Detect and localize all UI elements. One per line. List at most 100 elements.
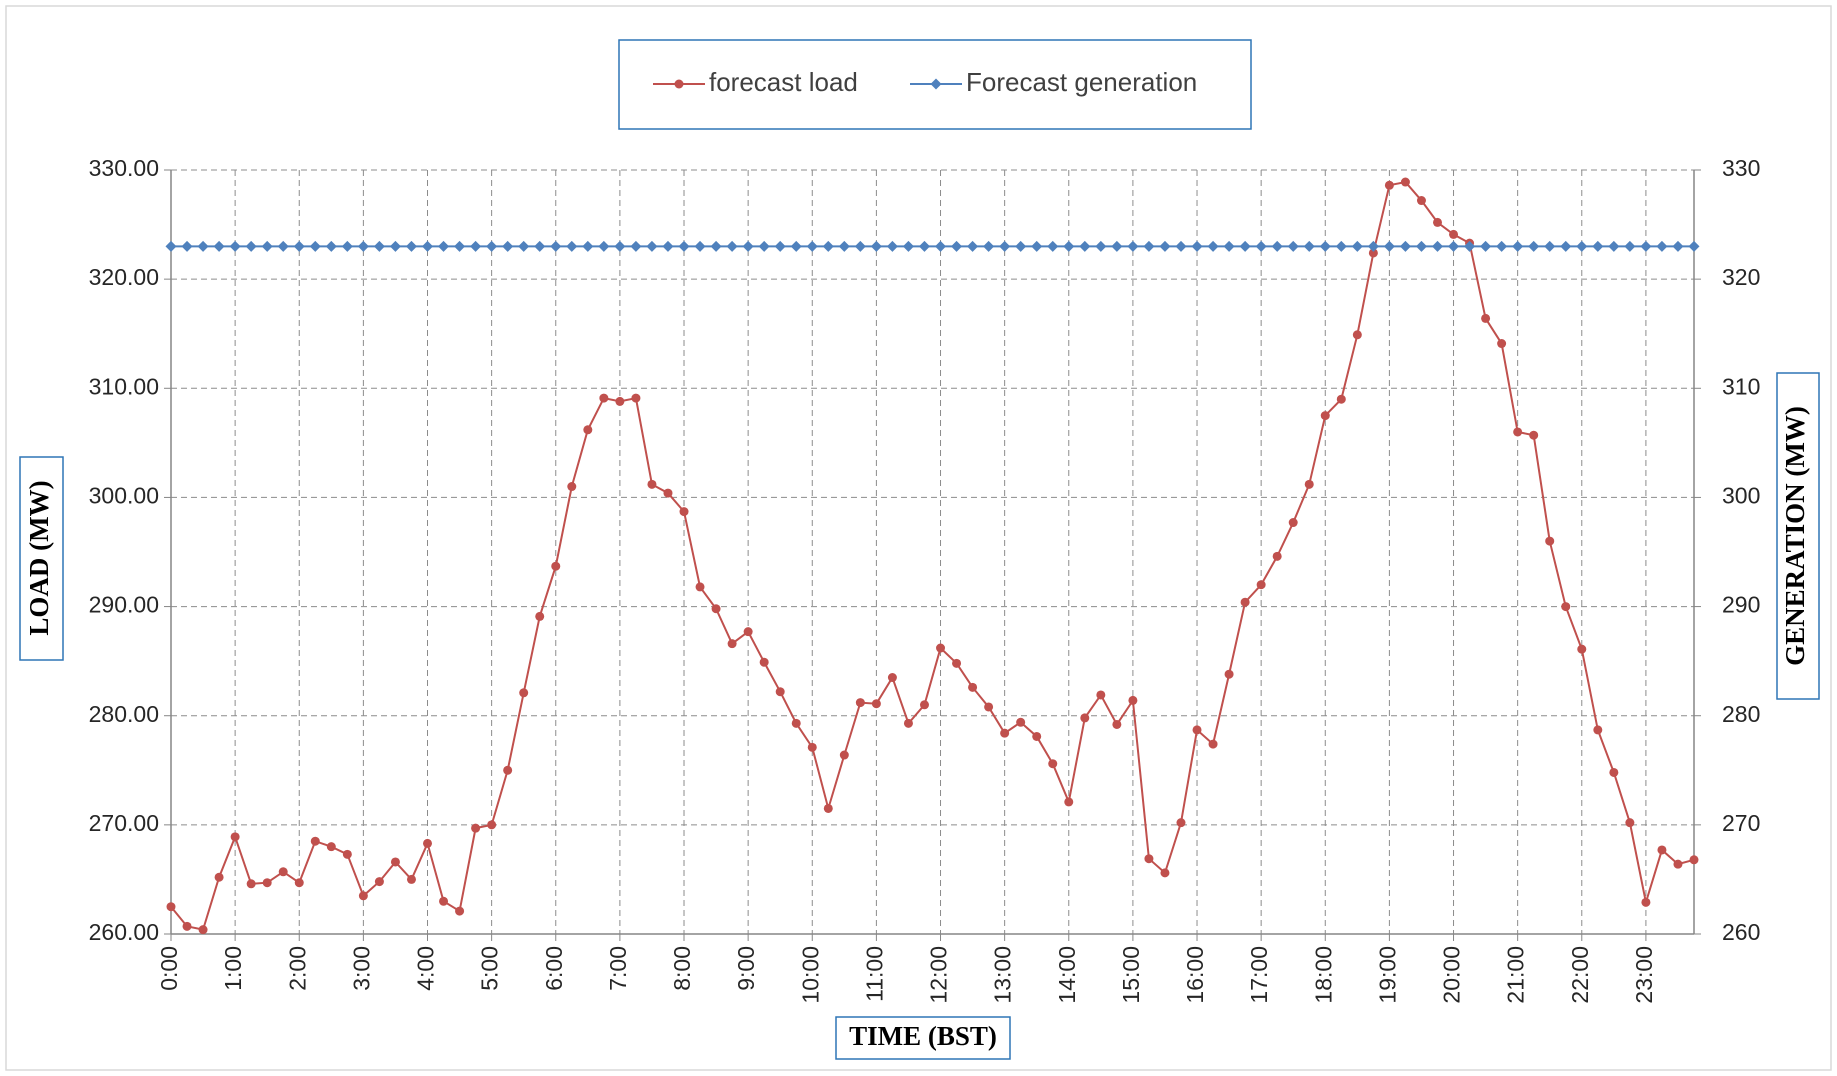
series-point — [1464, 240, 1476, 252]
series-point — [1513, 427, 1523, 437]
series-point — [1015, 240, 1027, 252]
series-point — [1032, 731, 1042, 741]
series-point — [438, 240, 450, 252]
series-point — [518, 240, 530, 252]
series-point — [1336, 394, 1346, 404]
x-axis-title: TIME (BST) — [849, 1021, 997, 1051]
series-point — [1561, 602, 1571, 612]
series-point — [1047, 240, 1059, 252]
series-point — [245, 240, 257, 252]
series-point — [406, 874, 416, 884]
x-tick-label: 12:00 — [926, 946, 952, 1004]
legend-marker — [674, 79, 684, 89]
series-point — [1031, 240, 1043, 252]
series-point — [1448, 240, 1460, 252]
series-point — [935, 240, 947, 252]
series-point — [936, 643, 946, 653]
series-point — [1159, 240, 1171, 252]
series-point — [534, 240, 546, 252]
series-point — [1063, 240, 1075, 252]
series-point — [229, 240, 241, 252]
series-point — [278, 867, 288, 877]
series-point — [214, 872, 224, 882]
y-tick-label: 330.00 — [89, 155, 159, 181]
series-point — [342, 849, 352, 859]
series-point — [262, 878, 272, 888]
series-point — [984, 702, 994, 712]
x-tick-label: 15:00 — [1118, 946, 1144, 1004]
x-tick-label: 3:00 — [348, 946, 374, 991]
series-point — [486, 240, 498, 252]
series-point — [246, 879, 256, 889]
y2-axis-title: GENERATION (MW) — [1780, 406, 1810, 666]
series-point — [1400, 177, 1410, 187]
series-point — [854, 240, 866, 252]
series-point — [294, 878, 304, 888]
series-point — [1192, 725, 1202, 735]
series-point — [1175, 240, 1187, 252]
series-point — [838, 240, 850, 252]
series-point — [582, 240, 594, 252]
series-point — [870, 240, 882, 252]
series-point — [566, 240, 578, 252]
series-point — [310, 836, 320, 846]
series-point — [1497, 339, 1507, 349]
x-tick-label: 2:00 — [284, 946, 310, 991]
y2-tick-label: 320 — [1722, 264, 1760, 290]
series-point — [758, 240, 770, 252]
series-point — [1160, 868, 1170, 878]
legend-marker — [930, 78, 942, 90]
series-point — [471, 823, 481, 833]
x-tick-label: 16:00 — [1182, 946, 1208, 1004]
x-tick-label: 22:00 — [1567, 946, 1593, 1004]
x-tick-label: 10:00 — [797, 946, 823, 1004]
series-point — [1512, 240, 1524, 252]
series-point — [1256, 580, 1266, 590]
series-point — [742, 240, 754, 252]
series-point — [1367, 240, 1379, 252]
series-point — [1207, 240, 1219, 252]
series-point — [583, 425, 593, 435]
series-point — [839, 750, 849, 760]
series-point — [374, 877, 384, 887]
series-point — [1545, 536, 1555, 546]
series-point — [198, 925, 208, 935]
x-tick-label: 21:00 — [1503, 946, 1529, 1004]
y2-tick-label: 310 — [1722, 373, 1760, 399]
series-point — [1079, 240, 1091, 252]
y-tick-label: 320.00 — [89, 264, 159, 290]
series-point — [389, 240, 401, 252]
series-point — [1223, 240, 1235, 252]
series-point — [790, 240, 802, 252]
series-point — [726, 240, 738, 252]
series-point — [1624, 240, 1636, 252]
series-point — [1208, 739, 1218, 749]
series-point — [806, 240, 818, 252]
series-point — [373, 240, 385, 252]
series-point — [695, 582, 705, 592]
y-tick-label: 260.00 — [89, 919, 159, 945]
x-tick-label: 18:00 — [1310, 946, 1336, 1004]
series-point — [743, 627, 753, 637]
series-point — [341, 240, 353, 252]
series-point — [822, 240, 834, 252]
series-point — [727, 639, 737, 649]
x-tick-label: 19:00 — [1374, 946, 1400, 1004]
series-point — [599, 393, 609, 403]
y2-tick-label: 280 — [1722, 701, 1760, 727]
y2-tick-label: 270 — [1722, 810, 1760, 836]
series-point — [1080, 713, 1090, 723]
series-point — [615, 396, 625, 406]
series-point — [1064, 797, 1074, 807]
x-tick-label: 23:00 — [1631, 946, 1657, 1004]
series-point — [293, 240, 305, 252]
x-tick-label: 13:00 — [990, 946, 1016, 1004]
series-point — [807, 742, 817, 752]
series-point — [774, 240, 786, 252]
series-point — [1144, 854, 1154, 864]
series-point — [999, 240, 1011, 252]
series-point — [598, 240, 610, 252]
series-point — [1191, 240, 1203, 252]
series-point — [197, 240, 209, 252]
series-point — [1287, 240, 1299, 252]
